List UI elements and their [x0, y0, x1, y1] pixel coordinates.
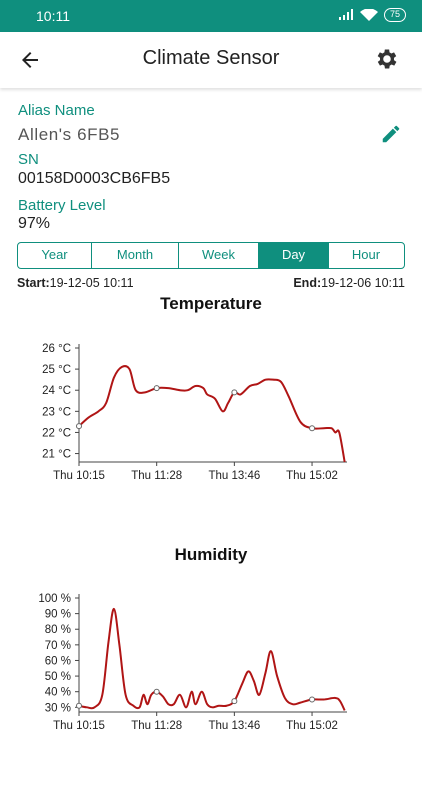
range-end: End:19-12-06 10:11: [293, 276, 405, 290]
temperature-x-tick-label: Thu 13:46: [208, 470, 260, 482]
alias-name-value: Allen's 6FB5: [18, 125, 121, 144]
battery-level-value: 97%: [18, 215, 51, 232]
humidity-x-tick-label: Thu 11:28: [131, 720, 182, 732]
humidity-y-tick-label: 90 %: [45, 609, 71, 621]
battery-icon: 75: [383, 8, 406, 22]
humidity-series-line: [78, 607, 346, 711]
range-end-label: End:: [293, 276, 322, 290]
temperature-y-tick-label: 23 °C: [42, 406, 71, 418]
status-bar: 10:11 75: [0, 0, 422, 32]
temperature-data-point: [309, 425, 316, 432]
tab-month[interactable]: Month: [92, 243, 179, 268]
humidity-y-tick-label: 100 %: [38, 593, 71, 605]
humidity-data-point: [153, 688, 160, 695]
humidity-y-tick-label: 80 %: [45, 624, 71, 636]
range-start: Start:19-12-05 10:11: [17, 276, 134, 290]
humidity-x-tick-label: Thu 13:46: [208, 720, 260, 732]
range-start-value: 19-12-05 10:11: [49, 276, 134, 290]
gear-icon[interactable]: [374, 46, 400, 72]
temperature-y-tick-label: 22 °C: [42, 427, 71, 439]
humidity-chart-title: Humidity: [174, 545, 248, 564]
alias-name-label: Alias Name: [18, 102, 95, 119]
temperature-chart-title: Temperature: [160, 294, 262, 313]
tab-day[interactable]: Day: [259, 243, 329, 268]
temperature-x-tick-label: Thu 15:02: [286, 470, 338, 482]
humidity-chart: 100 % 90 % 80 % 70 % 60 % 50 % 40 % 30 % Thu 10:…: [38, 593, 347, 732]
signal-icon: [338, 9, 353, 20]
temperature-x-tick-label: Thu 10:15: [53, 470, 105, 482]
battery-level-label: Battery Level: [18, 197, 106, 214]
temperature-series-line: [78, 365, 346, 463]
temperature-data-point: [153, 385, 160, 392]
status-time: 10:11: [36, 8, 70, 24]
humidity-y-tick-label: 60 %: [45, 655, 71, 667]
humidity-data-point: [76, 702, 82, 709]
sn-value: 00158D0003CB6FB5: [18, 170, 171, 187]
temperature-y-tick-label: 26 °C: [42, 343, 71, 355]
humidity-x-tick-label: Thu 15:02: [286, 720, 338, 732]
temperature-y-tick-label: 25 °C: [42, 364, 71, 376]
humidity-y-tick-label: 40 %: [45, 687, 71, 699]
tab-hour[interactable]: Hour: [351, 247, 381, 262]
temperature-data-point: [76, 423, 82, 430]
humidity-y-tick-label: 50 %: [45, 671, 71, 683]
temperature-y-tick-label: 21 °C: [42, 449, 71, 461]
temperature-chart: 26 °C 25 °C 24 °C 23 °C 22 °C 21 °C Thu 10:15 T…: [42, 343, 347, 482]
status-icons: 75: [338, 8, 406, 22]
temperature-x-tick-label: Thu 11:28: [131, 470, 182, 482]
temperature-y-tick-label: 24 °C: [42, 385, 71, 397]
humidity-y-tick-label: 30 %: [45, 702, 71, 714]
humidity-y-tick-label: 70 %: [45, 640, 71, 652]
edit-pencil-icon[interactable]: [380, 123, 402, 145]
tab-week[interactable]: Week: [179, 243, 259, 268]
humidity-data-point: [231, 698, 238, 705]
page-title: Climate Sensor: [142, 47, 280, 69]
tab-year[interactable]: Year: [18, 243, 92, 268]
sn-label: SN: [18, 151, 39, 168]
period-tabs: Year Month Week Day Hour: [17, 242, 405, 269]
back-arrow-icon[interactable]: [18, 48, 42, 72]
humidity-x-tick-label: Thu 10:15: [53, 720, 105, 732]
range-start-label: Start:: [17, 276, 50, 290]
wifi-icon: [359, 8, 378, 21]
app-bar: Climate Sensor: [0, 32, 422, 88]
temperature-data-point: [231, 389, 238, 396]
range-end-value: 19-12-06 10:11: [321, 276, 405, 290]
humidity-data-point: [309, 696, 316, 703]
